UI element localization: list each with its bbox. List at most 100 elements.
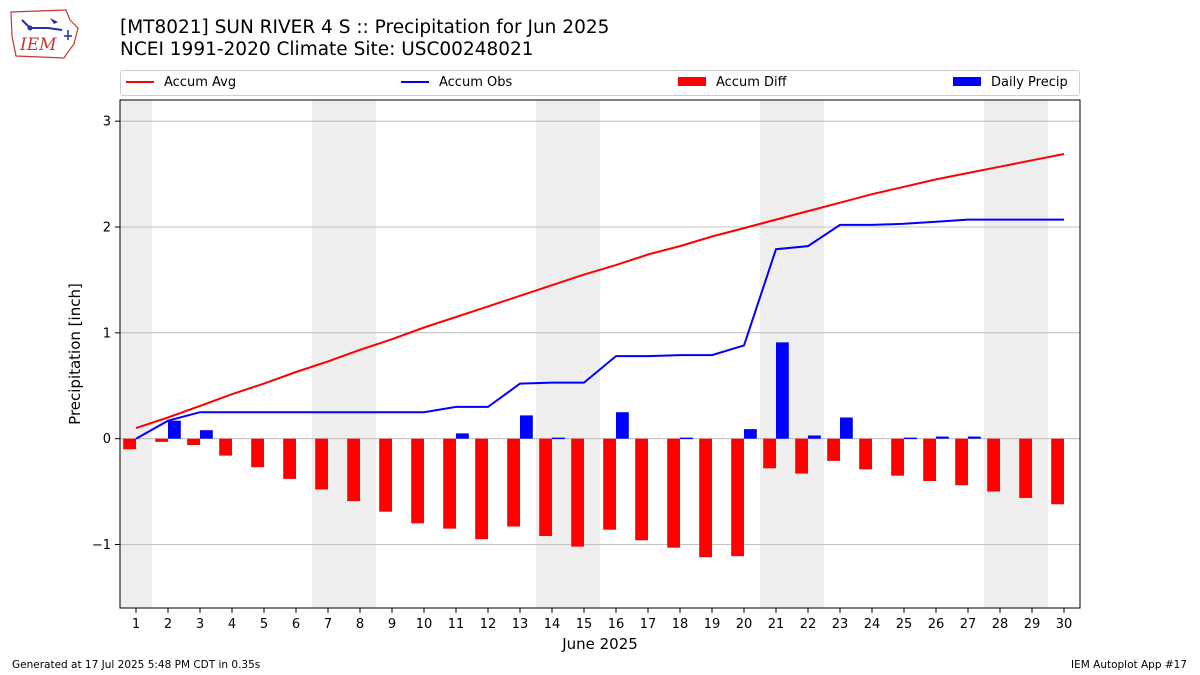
- x-tick-label: 23: [832, 617, 849, 632]
- legend-swatch: [401, 80, 429, 83]
- accum-diff-bar: [571, 438, 584, 547]
- weekend-band: [312, 100, 376, 608]
- accum-avg-line: [135, 153, 1065, 430]
- daily-precip-bar: [616, 412, 629, 439]
- weekend-band: [760, 100, 824, 608]
- legend-item-accum-obs: Accum Obs: [401, 74, 512, 92]
- accum-diff-bar: [859, 438, 872, 470]
- x-tick-label: 28: [992, 617, 1009, 632]
- x-tick-label: 20: [736, 617, 753, 632]
- daily-precip-bar: [552, 437, 565, 440]
- x-tick-label: 15: [576, 617, 593, 632]
- x-tick-label: 4: [228, 617, 236, 632]
- accum-diff-bar: [475, 438, 488, 540]
- daily-precip-bar: [936, 436, 949, 439]
- x-tick-label: 16: [608, 617, 625, 632]
- x-tick-label: 5: [260, 617, 268, 632]
- logo-text: IEM: [19, 35, 57, 55]
- legend-item-accum-diff: Accum Diff: [678, 74, 787, 92]
- weekend-band: [984, 100, 1048, 608]
- legend-swatch: [126, 80, 154, 83]
- x-tick-label: 27: [960, 617, 977, 632]
- x-tick-label: 8: [356, 617, 364, 632]
- x-tick-label: 2: [164, 617, 172, 632]
- daily-precip-bar: [456, 433, 469, 439]
- accum-obs-line: [135, 218, 1064, 440]
- legend-label: Accum Obs: [439, 75, 513, 90]
- x-tick-label: 22: [800, 617, 817, 632]
- legend-swatch: [953, 77, 981, 86]
- x-tick-label: 21: [768, 617, 785, 632]
- accum-diff-bar: [795, 438, 808, 474]
- x-tick-label: 11: [448, 617, 465, 632]
- plot-frame: [119, 99, 1081, 609]
- accum-diff-bar: [699, 438, 712, 558]
- accum-diff-bar: [347, 438, 360, 502]
- legend-label: Accum Avg: [164, 75, 237, 90]
- app-note: IEM Autoplot App #17: [1071, 659, 1187, 671]
- x-tick-label: 14: [544, 617, 561, 632]
- daily-precip-bar: [904, 437, 917, 440]
- daily-precip-bar: [744, 429, 757, 439]
- accum-diff-bar: [955, 438, 968, 486]
- accum-diff-bar: [827, 438, 840, 461]
- x-tick-label: 1: [132, 617, 140, 632]
- x-axis-label: June 2025: [561, 635, 638, 653]
- accum-diff-bar: [187, 438, 200, 446]
- x-tick-label: 25: [896, 617, 913, 632]
- legend-label: Accum Diff: [716, 75, 787, 90]
- accum-diff-bar: [763, 438, 776, 469]
- daily-precip-bar: [520, 415, 533, 439]
- x-tick-label: 13: [512, 617, 529, 632]
- accum-diff-bar: [603, 438, 616, 530]
- y-tick-label: −1: [92, 538, 111, 553]
- x-tick-label: 9: [388, 617, 396, 632]
- accum-diff-bar: [283, 438, 296, 479]
- legend-item-accum-avg: Accum Avg: [126, 74, 236, 92]
- daily-precip-bar: [776, 342, 789, 439]
- x-tick-label: 18: [672, 617, 689, 632]
- legend-label: Daily Precip: [991, 75, 1068, 90]
- accum-diff-bar: [379, 438, 392, 512]
- accum-diff-bar: [1019, 438, 1032, 498]
- y-tick-label: 2: [103, 221, 111, 236]
- x-tick-label: 29: [1024, 617, 1041, 632]
- daily-precip-bar: [168, 420, 181, 439]
- x-tick-label: 10: [416, 617, 433, 632]
- accum-diff-bar: [219, 438, 232, 456]
- y-tick-label: 1: [103, 326, 111, 341]
- chart-subtitle: NCEI 1991-2020 Climate Site: USC00248021: [120, 39, 534, 60]
- chart-title: [MT8021] SUN RIVER 4 S :: Precipitation …: [120, 17, 610, 38]
- x-tick-label: 12: [480, 617, 497, 632]
- daily-precip-bar: [840, 417, 853, 439]
- accum-diff-bar: [507, 438, 520, 527]
- x-tick-label: 26: [928, 617, 945, 632]
- legend-item-daily-precip: Daily Precip: [953, 74, 1068, 92]
- x-tick-label: 30: [1056, 617, 1073, 632]
- x-tick-label: 6: [292, 617, 300, 632]
- accum-diff-bar: [1051, 438, 1064, 505]
- daily-precip-bar: [680, 437, 693, 440]
- chart-legend: Accum Avg Accum Obs Accum Diff Daily Pre…: [120, 70, 1080, 96]
- daily-precip-bar: [968, 436, 981, 439]
- y-tick-label: 3: [103, 115, 111, 130]
- accum-diff-bar: [443, 438, 456, 529]
- daily-precip-bar: [200, 430, 213, 439]
- accum-diff-bar: [667, 438, 680, 548]
- x-tick-label: 19: [704, 617, 721, 632]
- iem-logo: IEM: [8, 6, 80, 60]
- accum-diff-bar: [635, 438, 648, 541]
- weekend-band: [120, 100, 152, 608]
- generated-note: Generated at 17 Jul 2025 5:48 PM CDT in …: [12, 659, 261, 671]
- x-tick-label: 17: [640, 617, 657, 632]
- accum-diff-bar: [891, 438, 904, 476]
- x-tick-label: 24: [864, 617, 881, 632]
- accum-diff-bar: [411, 438, 424, 524]
- accum-diff-bar: [155, 438, 168, 442]
- accum-diff-bar: [251, 438, 264, 468]
- accum-diff-bar: [315, 438, 328, 490]
- accum-diff-bar: [987, 438, 1000, 492]
- accum-diff-bar: [923, 438, 936, 481]
- accum-diff-bar: [123, 438, 136, 450]
